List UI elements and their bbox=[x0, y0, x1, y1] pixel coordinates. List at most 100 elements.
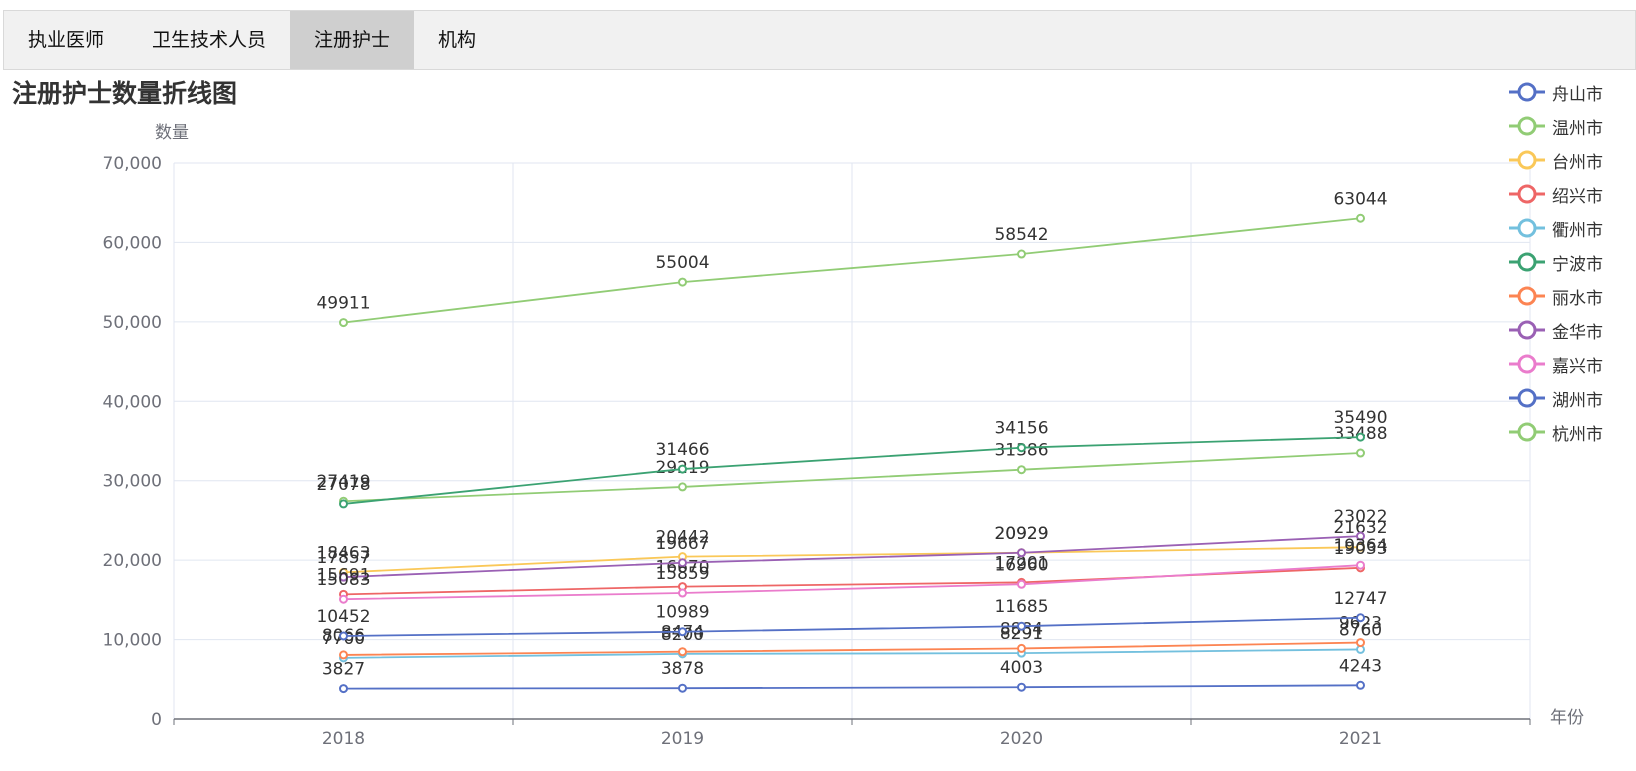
data-point[interactable] bbox=[1356, 542, 1365, 552]
legend-item[interactable]: 绍兴市 bbox=[1508, 177, 1633, 211]
data-point[interactable] bbox=[1017, 465, 1026, 475]
data-label: 10452 bbox=[316, 607, 370, 627]
data-point[interactable] bbox=[339, 499, 348, 509]
legend-line-icon bbox=[1509, 116, 1545, 136]
data-label: 12747 bbox=[1333, 589, 1387, 609]
data-point[interactable] bbox=[678, 558, 687, 568]
data-point[interactable] bbox=[678, 464, 687, 474]
series-1: 3827 3878 4003 4243 bbox=[322, 656, 1382, 694]
data-point[interactable] bbox=[678, 647, 687, 657]
data-point[interactable] bbox=[1017, 643, 1026, 653]
series-line bbox=[343, 648, 1361, 659]
data-point[interactable] bbox=[339, 572, 348, 582]
data-label: 49911 bbox=[316, 294, 370, 314]
data-label: 3827 bbox=[322, 660, 365, 680]
data-point[interactable] bbox=[1356, 448, 1365, 458]
data-point[interactable] bbox=[1356, 560, 1365, 570]
data-label: 17201 bbox=[994, 553, 1048, 573]
data-point[interactable] bbox=[339, 650, 348, 660]
tab-registered-nurses[interactable]: 注册护士 bbox=[290, 11, 415, 69]
data-label: 63044 bbox=[1333, 189, 1387, 209]
data-point[interactable] bbox=[1017, 249, 1026, 259]
data-point[interactable] bbox=[339, 631, 348, 641]
y-tick-label: 0 bbox=[151, 710, 162, 730]
x-axis: 2018 2019 2020 2021 年份 bbox=[173, 708, 1584, 749]
series-line bbox=[343, 436, 1361, 505]
data-label: 27078 bbox=[316, 475, 370, 495]
legend-line-icon bbox=[1509, 150, 1545, 170]
series-line bbox=[343, 217, 1361, 324]
legend-label: 绍兴市 bbox=[1552, 186, 1603, 207]
data-label: 4243 bbox=[1339, 656, 1382, 676]
data-label: 4003 bbox=[1000, 658, 1043, 678]
legend-item[interactable]: 丽水市 bbox=[1508, 279, 1633, 313]
data-point[interactable] bbox=[1356, 432, 1365, 442]
legend-label: 舟山市 bbox=[1552, 84, 1603, 105]
data-label: 10989 bbox=[655, 603, 709, 623]
data-point[interactable] bbox=[1017, 621, 1026, 631]
data-point[interactable] bbox=[678, 482, 687, 492]
tab-doctors[interactable]: 执业医师 bbox=[28, 29, 105, 51]
data-point[interactable] bbox=[678, 683, 687, 693]
data-point[interactable] bbox=[1356, 213, 1365, 223]
legend-label: 丽水市 bbox=[1552, 288, 1603, 309]
data-point[interactable] bbox=[1356, 680, 1365, 690]
data-label: 23022 bbox=[1333, 507, 1387, 527]
series-8: 17857 19667 20929 23022 bbox=[316, 507, 1388, 582]
series-line bbox=[343, 641, 1361, 656]
chart-title: 注册护士数量折线图 bbox=[12, 79, 238, 108]
data-label: 3878 bbox=[661, 659, 704, 679]
legend-item[interactable]: 金华市 bbox=[1508, 313, 1633, 347]
chart-legend: 舟山市温州市 台州市绍兴市衢州市宁波市丽水市金华市 嘉兴市 湖州市 杭州市 bbox=[1508, 75, 1633, 449]
data-point[interactable] bbox=[678, 277, 687, 287]
legend-line-icon bbox=[1509, 286, 1545, 306]
y-tick-label: 10,000 bbox=[103, 631, 162, 651]
series-line bbox=[343, 452, 1361, 503]
legend-line-icon bbox=[1509, 320, 1545, 340]
data-point[interactable] bbox=[678, 627, 687, 637]
legend-item[interactable]: 嘉兴市 bbox=[1508, 347, 1633, 381]
data-point[interactable] bbox=[339, 318, 348, 328]
legend-line-icon bbox=[1509, 184, 1545, 204]
data-label: 35490 bbox=[1333, 408, 1387, 428]
data-point[interactable] bbox=[339, 684, 348, 694]
legend-label: 衢州市 bbox=[1552, 220, 1603, 241]
tab-bar: 执业医师 卫生技术人员 注册护士 机构 bbox=[3, 10, 1636, 70]
series-line bbox=[343, 535, 1361, 579]
x-tick-label: 2018 bbox=[322, 729, 365, 749]
y-tick-label: 20,000 bbox=[103, 551, 162, 571]
legend-item[interactable]: 舟山市 bbox=[1508, 75, 1633, 109]
data-label: 15859 bbox=[655, 564, 709, 584]
data-point[interactable] bbox=[1356, 531, 1365, 541]
legend-item[interactable]: 杭州市 bbox=[1508, 415, 1633, 449]
data-point[interactable] bbox=[339, 594, 348, 604]
data-label: 31466 bbox=[655, 440, 709, 460]
y-tick-label: 60,000 bbox=[103, 233, 162, 253]
data-label: 17857 bbox=[316, 548, 370, 568]
legend-item[interactable]: 宁波市 bbox=[1508, 245, 1633, 279]
data-point[interactable] bbox=[678, 588, 687, 598]
data-point[interactable] bbox=[1017, 443, 1026, 453]
data-point[interactable] bbox=[1356, 613, 1365, 623]
y-tick-label: 40,000 bbox=[103, 392, 162, 412]
legend-line-icon bbox=[1509, 252, 1545, 272]
data-point[interactable] bbox=[1017, 579, 1026, 589]
legend-item[interactable]: 温州市 bbox=[1508, 109, 1633, 143]
data-label: 21632 bbox=[1333, 518, 1387, 538]
tab-health-technicians[interactable]: 卫生技术人员 bbox=[152, 29, 267, 51]
tab-institutions[interactable]: 机构 bbox=[438, 29, 477, 51]
legend-item[interactable]: 衢州市 bbox=[1508, 211, 1633, 245]
data-point[interactable] bbox=[1356, 638, 1365, 648]
series-line bbox=[343, 684, 1361, 690]
series-9: 15083 15859 16960 19364 bbox=[316, 536, 1388, 604]
data-label: 11685 bbox=[994, 597, 1048, 617]
data-point[interactable] bbox=[1017, 548, 1026, 558]
data-label: 55004 bbox=[655, 253, 709, 273]
data-label: 58542 bbox=[994, 225, 1048, 245]
legend-item[interactable]: 湖州市 bbox=[1508, 381, 1633, 415]
data-label: 16960 bbox=[994, 555, 1048, 575]
y-axis-title: 数量 bbox=[155, 123, 189, 143]
legend-item[interactable]: 台州市 bbox=[1508, 143, 1633, 177]
data-point[interactable] bbox=[1017, 682, 1026, 692]
y-tick-label: 30,000 bbox=[103, 472, 162, 492]
